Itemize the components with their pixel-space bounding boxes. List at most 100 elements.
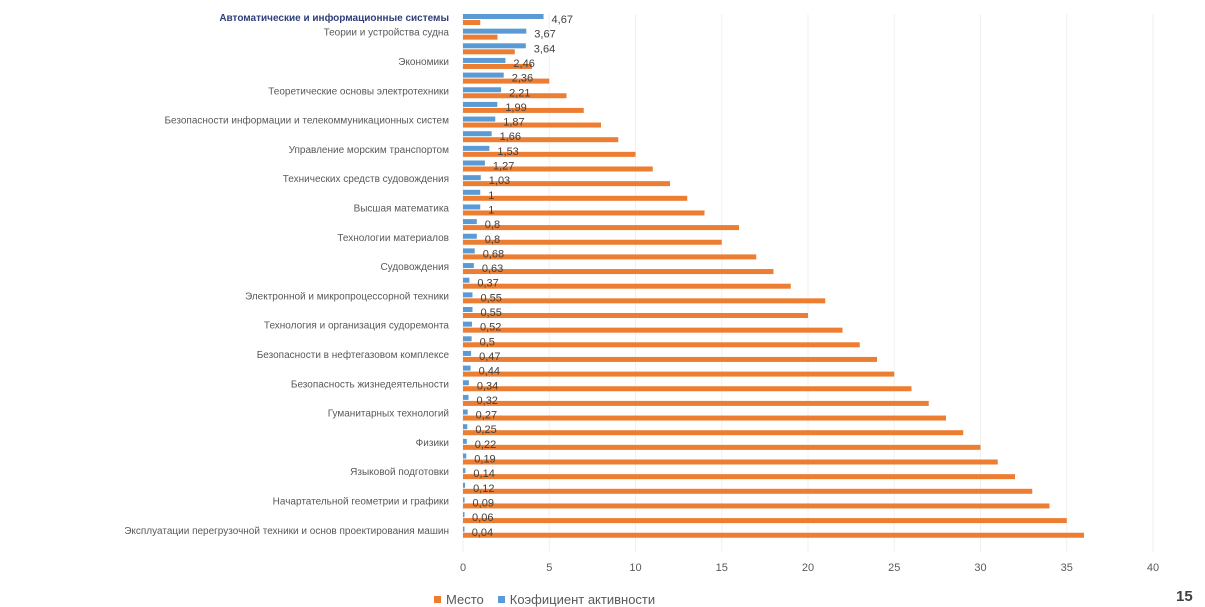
data-label-coef: 0,68 bbox=[483, 248, 504, 260]
data-label-coef: 1 bbox=[488, 204, 494, 216]
bar-place bbox=[463, 298, 826, 304]
data-label-coef: 0,06 bbox=[472, 512, 493, 524]
category-label: Безопасности в нефтегазовом комплексе bbox=[257, 349, 450, 361]
category-label: Физики bbox=[416, 438, 449, 449]
bar-place bbox=[463, 181, 670, 187]
data-label-coef: 1,27 bbox=[493, 161, 514, 173]
bar-coef bbox=[463, 57, 506, 63]
bar-place bbox=[463, 210, 705, 216]
data-label-coef: 0,55 bbox=[480, 307, 501, 319]
bar-coef bbox=[463, 72, 504, 78]
bar-place bbox=[463, 430, 964, 436]
category-label: Языковой подготовки bbox=[350, 467, 449, 478]
bar-coef bbox=[463, 263, 474, 269]
category-label: Технологии материалов bbox=[337, 233, 449, 244]
data-label-coef: 0,19 bbox=[474, 454, 495, 466]
category-label: Безопасность жизнедеятельности bbox=[291, 379, 449, 390]
bar-coef bbox=[463, 380, 469, 386]
data-label-coef: 0,25 bbox=[475, 424, 496, 436]
bar-place bbox=[463, 532, 1084, 538]
data-label-coef: 0,44 bbox=[479, 366, 500, 378]
category-label: Теории и устройства судна bbox=[324, 28, 450, 39]
bar-place bbox=[463, 63, 532, 69]
bar-place bbox=[463, 195, 688, 201]
bar-place bbox=[463, 93, 567, 99]
data-label-coef: 0,5 bbox=[480, 336, 495, 348]
category-label: Технических средств судовождения bbox=[283, 174, 449, 185]
bar-coef bbox=[463, 336, 472, 342]
legend-label-coef: Коэфициент активности bbox=[509, 592, 656, 607]
bar-coef bbox=[463, 468, 466, 474]
bar-coef bbox=[463, 453, 467, 459]
data-label-coef: 0,34 bbox=[477, 380, 498, 392]
bar-place bbox=[463, 239, 722, 245]
data-label-coef: 0,47 bbox=[479, 351, 500, 363]
data-label-coef: 0,8 bbox=[485, 219, 500, 231]
category-label: Технология и организация судоремонта bbox=[264, 321, 450, 332]
bar-coef bbox=[463, 175, 481, 181]
bar-coef bbox=[463, 248, 475, 254]
data-label-coef: 0,55 bbox=[480, 292, 501, 304]
data-label-coef: 0,52 bbox=[480, 322, 501, 334]
bar-place bbox=[463, 371, 895, 377]
data-label-coef: 0,14 bbox=[473, 468, 494, 480]
category-label: Безопасности информации и телекоммуникац… bbox=[164, 115, 449, 127]
bar-coef bbox=[463, 14, 544, 19]
legend-item-coef: Коэфициент активности bbox=[497, 592, 656, 607]
bar-place bbox=[463, 49, 515, 55]
data-label-coef: 3,67 bbox=[534, 29, 555, 41]
x-tick-label: 40 bbox=[1147, 562, 1159, 574]
x-tick-label: 15 bbox=[716, 562, 728, 574]
data-label-coef: 0,09 bbox=[473, 497, 494, 509]
bar-place bbox=[463, 327, 843, 333]
bar-coef bbox=[463, 277, 470, 283]
category-label: Управление морским транспортом bbox=[289, 145, 450, 156]
category-label: Эксплуатации перегрузочной техники и осн… bbox=[124, 526, 449, 537]
bar-place bbox=[463, 137, 619, 143]
data-label-coef: 1,66 bbox=[500, 131, 521, 143]
bar-place bbox=[463, 518, 1067, 524]
data-label-coef: 0,27 bbox=[476, 410, 497, 422]
data-label-coef: 1,87 bbox=[503, 117, 524, 129]
bar-place bbox=[463, 78, 550, 84]
x-tick-label: 30 bbox=[974, 562, 986, 574]
bar-coef bbox=[463, 189, 481, 195]
x-tick-label: 10 bbox=[629, 562, 641, 574]
bar-coef bbox=[463, 87, 502, 93]
bar-coef bbox=[463, 204, 481, 210]
bar-place bbox=[463, 107, 584, 113]
category-label: Экономики bbox=[398, 57, 449, 68]
bar-coef bbox=[463, 145, 490, 151]
data-label-coef: 2,46 bbox=[513, 58, 534, 70]
x-tick-label: 35 bbox=[1061, 562, 1073, 574]
data-label-coef: 1 bbox=[488, 190, 494, 202]
bar-coef bbox=[463, 116, 496, 122]
category-label: Теоретические основы электротехники bbox=[268, 86, 449, 97]
data-label-coef: 0,32 bbox=[477, 395, 498, 407]
category-label: Автоматические и информационные системы bbox=[219, 12, 449, 24]
bar-coef bbox=[463, 233, 477, 239]
data-label-coef: 3,64 bbox=[534, 43, 555, 55]
bar-coef bbox=[463, 160, 485, 166]
bar-place bbox=[463, 122, 601, 128]
bar-place bbox=[463, 386, 912, 392]
bar-place bbox=[463, 400, 929, 406]
bar-coef bbox=[463, 394, 469, 400]
category-label: Высшая математика bbox=[354, 203, 450, 214]
bar-coef bbox=[463, 307, 473, 312]
bar-coef bbox=[463, 424, 468, 430]
bar-coef bbox=[463, 28, 527, 34]
bar-place bbox=[463, 488, 1033, 494]
legend-swatch-place bbox=[434, 596, 441, 603]
category-label: Начартательной геометрии и графики bbox=[273, 495, 449, 507]
bar-place bbox=[463, 415, 946, 421]
data-label-coef: 0,37 bbox=[477, 278, 498, 290]
legend-label-place: Место bbox=[446, 592, 484, 607]
bar-coef bbox=[463, 365, 471, 371]
bar-coef bbox=[463, 409, 468, 415]
data-label-coef: 0,04 bbox=[472, 527, 493, 539]
bar-place bbox=[463, 459, 998, 465]
bar-place bbox=[463, 342, 860, 348]
legend-swatch-coef bbox=[497, 596, 505, 603]
bar-coef bbox=[463, 512, 465, 518]
